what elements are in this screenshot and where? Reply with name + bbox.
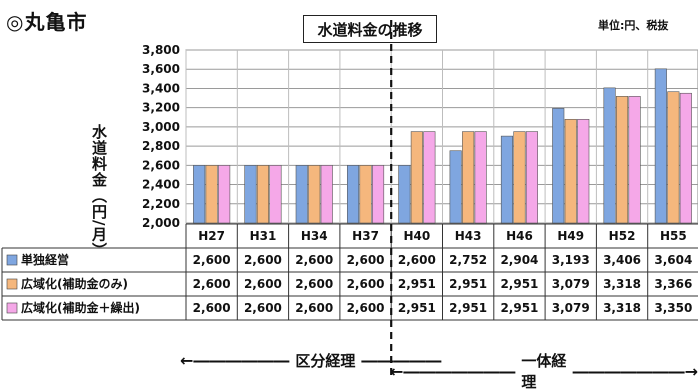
bar (552, 108, 565, 224)
data-label: 2,600 (244, 277, 282, 291)
data-label: 3,604 (654, 253, 692, 267)
x-tick-label: H37 (352, 229, 379, 243)
bar (295, 165, 308, 224)
x-tick-label: H52 (609, 229, 636, 243)
data-label: 3,406 (603, 253, 641, 267)
y-tick-label: 2,000 (142, 216, 180, 230)
bar (500, 135, 514, 224)
bar (346, 165, 360, 224)
data-label: 2,951 (449, 301, 487, 315)
x-tick-label: H27 (198, 229, 225, 243)
bar (577, 118, 590, 224)
data-label: 2,951 (398, 301, 436, 315)
period-separate: ←―――――― 区分経理 ――――― (180, 351, 442, 370)
chart-title: 水道料金の推移 (303, 15, 437, 43)
bar (410, 131, 423, 224)
data-label: 3,079 (552, 277, 590, 291)
bar (525, 131, 539, 224)
x-tick-label: H46 (506, 229, 533, 243)
bar (371, 165, 385, 224)
bar (462, 131, 475, 224)
data-label: 2,752 (449, 253, 487, 267)
data-label: 3,079 (552, 301, 590, 315)
data-label: 2,600 (295, 277, 333, 291)
unit-note: 単位:円、税抜 (598, 19, 669, 32)
y-tick-label: 3,400 (142, 81, 180, 95)
bar (615, 96, 629, 224)
data-label: 3,350 (654, 301, 692, 315)
data-label: 2,951 (449, 277, 487, 291)
data-label: 3,318 (603, 277, 641, 291)
bar (513, 131, 526, 224)
y-tick-label: 3,800 (142, 43, 180, 57)
bar (603, 87, 616, 224)
data-label: 2,904 (500, 253, 538, 267)
x-tick-label: H55 (660, 229, 687, 243)
bar (320, 165, 333, 224)
legend-label: 単独経営 (21, 252, 69, 267)
data-label: 2,951 (500, 277, 538, 291)
legend-label: 広域化(補助金のみ) (21, 276, 128, 291)
bar (193, 165, 206, 224)
y-tick-label: 2,600 (142, 158, 180, 172)
data-label: 2,600 (347, 253, 385, 267)
period-integrated: ←――――――― 一体経理 ―――――――→ (390, 352, 698, 391)
x-tick-label: H49 (557, 229, 584, 243)
bar (269, 165, 282, 224)
y-tick-label: 3,600 (142, 62, 180, 76)
legend-swatch (6, 254, 18, 266)
city-name: ◎丸亀市 (6, 10, 88, 34)
period-separate-label: 区分経理 (295, 352, 356, 370)
data-label: 2,600 (193, 301, 231, 315)
data-label: 3,193 (552, 253, 590, 267)
data-label: 2,600 (295, 301, 333, 315)
data-label: 2,600 (193, 277, 231, 291)
data-label: 2,600 (295, 253, 333, 267)
bar (398, 165, 411, 224)
data-label: 3,366 (654, 277, 692, 291)
x-tick-label: H34 (301, 229, 328, 243)
y-tick-label: 2,200 (142, 197, 180, 211)
y-axis-label: 水道料金（円/月） (90, 124, 108, 259)
y-tick-label: 2,800 (142, 139, 180, 153)
data-label: 2,951 (398, 277, 436, 291)
bar (667, 91, 680, 224)
chart-svg: 2,000 2,200 2,400 2,600 2,800 3,000 3,200 3,400… (1, 20, 698, 378)
bar (628, 96, 641, 224)
chart-title-text: 水道料金の推移 (317, 20, 423, 39)
y-tick-label: 3,000 (142, 120, 180, 134)
bar (564, 118, 577, 224)
bar (359, 165, 372, 224)
period-integrated-label: 一体経理 (521, 352, 567, 391)
bar (449, 150, 462, 224)
legend-label: 広域化(補助金＋繰出) (21, 300, 140, 315)
data-label: 2,600 (244, 301, 282, 315)
y-tick-label: 3,200 (142, 101, 180, 115)
bar (256, 165, 270, 224)
bar (244, 165, 257, 224)
bar (679, 92, 692, 224)
data-label: 2,600 (347, 277, 385, 291)
data-label: 2,600 (347, 301, 385, 315)
bar (308, 165, 321, 224)
bar (218, 165, 231, 224)
data-label: 2,600 (193, 253, 231, 267)
x-tick-label: H31 (250, 229, 277, 243)
x-tick-label: H43 (455, 229, 482, 243)
bar (654, 68, 667, 224)
data-label: 2,600 (398, 253, 436, 267)
data-label: 2,600 (244, 253, 282, 267)
data-label: 3,318 (603, 301, 641, 315)
y-tick-label: 2,400 (142, 178, 180, 192)
legend-swatch (6, 302, 18, 314)
bar (474, 131, 487, 224)
bar (205, 165, 218, 224)
x-tick-label: H40 (403, 229, 430, 243)
data-label: 2,951 (500, 301, 538, 315)
legend-swatch (6, 278, 18, 290)
bar (423, 131, 436, 224)
